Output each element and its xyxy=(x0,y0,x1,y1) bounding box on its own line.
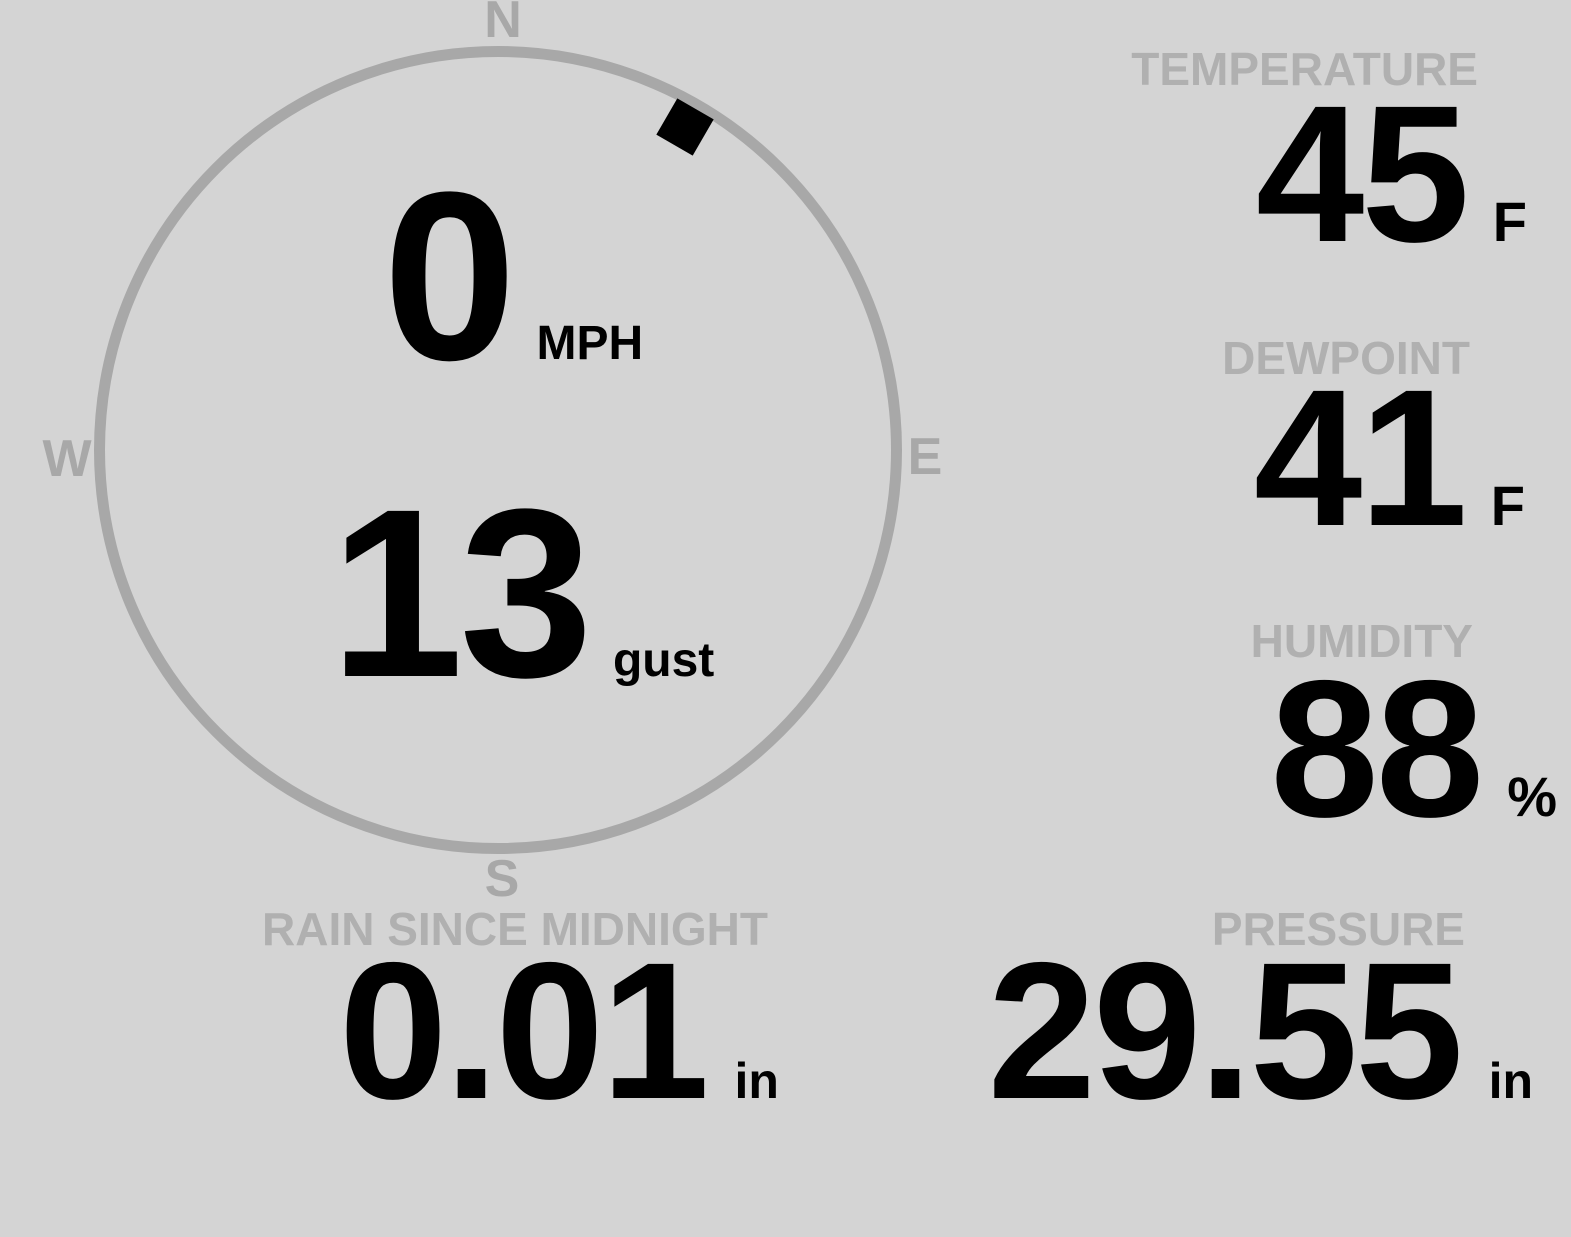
pressure-value: 29.55 xyxy=(987,922,1464,1140)
pressure-reading: 29.55 in xyxy=(988,934,1533,1129)
wind-speed-value: 0 xyxy=(383,142,516,410)
wind-speed-unit: MPH xyxy=(536,317,644,370)
rain-reading: 0.01 in xyxy=(339,934,779,1129)
rain-value: 0.01 xyxy=(339,922,710,1140)
compass-label-west: W xyxy=(42,430,92,488)
compass-label-north: N xyxy=(484,0,522,49)
humidity-reading: 88 % xyxy=(1270,652,1557,847)
wind-gust-value: 13 xyxy=(330,459,593,727)
wind-gust: 13 gust xyxy=(330,473,714,713)
wind-speed: 0 MPH xyxy=(383,156,643,396)
humidity-value: 88 xyxy=(1270,640,1484,858)
temperature-reading: 45 F xyxy=(1256,77,1527,272)
compass-label-east: E xyxy=(907,428,943,486)
compass-label-south: S xyxy=(484,850,520,908)
rain-heading: RAIN SINCE MIDNIGHT xyxy=(262,903,768,955)
pressure-heading: PRESSURE xyxy=(1211,903,1465,955)
compass-ring xyxy=(94,46,902,854)
rain-unit: in xyxy=(734,1053,779,1109)
temperature-heading: TEMPERATURE xyxy=(1131,43,1478,95)
wind-gust-unit: gust xyxy=(612,634,715,687)
humidity-heading: HUMIDITY xyxy=(1250,615,1473,667)
dewpoint-unit: F xyxy=(1490,474,1525,537)
dewpoint-value: 41 xyxy=(1253,349,1468,567)
pressure-unit: in xyxy=(1488,1053,1533,1109)
temperature-unit: F xyxy=(1492,190,1527,253)
dewpoint-heading: DEWPOINT xyxy=(1222,332,1470,384)
temperature-value: 45 xyxy=(1255,65,1470,283)
dewpoint-reading: 41 F xyxy=(1254,361,1525,556)
humidity-unit: % xyxy=(1507,765,1557,828)
